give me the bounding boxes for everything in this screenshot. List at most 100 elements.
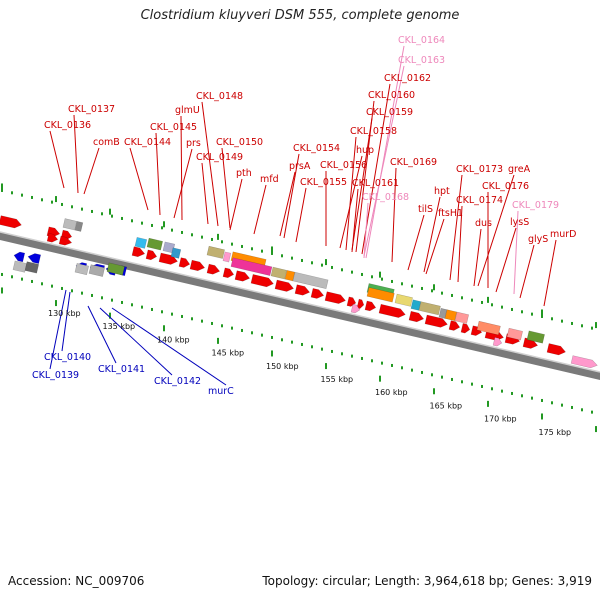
gene-label[interactable]: CKL_0140 — [44, 352, 91, 363]
forward-cds-arrow — [424, 314, 448, 328]
misc-feature-block — [454, 311, 470, 324]
label-leader-line — [495, 227, 517, 293]
gene-label[interactable]: CKL_0163 — [398, 55, 445, 66]
gene-label[interactable]: CKL_0176 — [482, 181, 529, 192]
misc-feature-block — [74, 263, 90, 276]
label-leader-line — [351, 117, 373, 251]
accession-text: Accession: NC_009706 — [8, 574, 145, 588]
label-leader-line — [339, 155, 363, 249]
label-leader-line — [201, 101, 219, 227]
forward-cds-arrow — [234, 270, 251, 282]
forward-cds-arrow — [378, 303, 406, 318]
gene-label[interactable]: glmU — [175, 105, 200, 116]
scale-label: 160 kbp — [375, 388, 408, 397]
misc-feature-block — [146, 237, 163, 251]
label-leader-line — [425, 218, 445, 275]
forward-cds-arrow — [310, 288, 325, 299]
gene-label[interactable]: CKL_0142 — [154, 376, 201, 387]
forward-cds-arrow — [364, 300, 377, 312]
label-leader-line — [173, 148, 193, 219]
forward-cds-arrow — [178, 257, 191, 268]
label-leader-line — [201, 162, 209, 225]
misc-feature-block — [62, 218, 78, 231]
misc-feature-block — [106, 262, 125, 276]
label-leader-line — [83, 147, 100, 195]
gene-label[interactable]: CKL_0136 — [44, 120, 91, 131]
misc-feature-block — [12, 260, 28, 273]
gene-label[interactable]: hpt — [434, 186, 450, 197]
reverse-cds-arrow — [13, 251, 26, 263]
gene-label[interactable]: CKL_0159 — [366, 107, 413, 118]
misc-feature-block — [24, 261, 40, 274]
gene-label[interactable]: CKL_0149 — [196, 152, 243, 163]
forward-cds-arrow — [46, 233, 59, 243]
forward-cds-arrow — [274, 279, 294, 292]
label-leader-line — [519, 244, 535, 299]
gene-label[interactable]: tilS — [418, 204, 433, 215]
gene-label[interactable]: CKL_0144 — [124, 137, 171, 148]
gene-label[interactable]: murC — [208, 386, 234, 397]
gene-label[interactable]: pth — [236, 168, 252, 179]
label-leader-line — [295, 187, 307, 243]
gene-label[interactable]: CKL_0164 — [398, 35, 445, 46]
gene-label[interactable]: murD — [550, 229, 577, 240]
gene-label[interactable]: CKL_0141 — [98, 364, 145, 375]
gene-label[interactable]: prs — [186, 138, 201, 149]
scale-label: 140 kbp — [157, 335, 190, 344]
gene-label[interactable]: CKL_0154 — [293, 143, 340, 154]
gene-label[interactable]: CKL_0169 — [390, 157, 437, 168]
gene-label[interactable]: hup — [356, 145, 374, 156]
label-leader-line — [407, 214, 425, 271]
gene-label[interactable]: CKL_0155 — [300, 177, 347, 188]
gene-label[interactable]: CKL_0139 — [32, 370, 79, 381]
label-leader-line — [345, 136, 357, 251]
gene-label[interactable]: CKL_0173 — [456, 164, 503, 175]
gene-label[interactable]: CKL_0145 — [150, 122, 197, 133]
gene-label[interactable]: greA — [508, 164, 531, 175]
label-leader-line — [221, 147, 231, 229]
gene-label[interactable]: CKL_0150 — [216, 137, 263, 148]
forward-cds-arrow — [294, 284, 311, 296]
label-leader-line — [449, 174, 463, 281]
gene-label[interactable]: CKL_0158 — [350, 126, 397, 137]
label-leader-lines — [49, 45, 557, 386]
forward-cds-arrow — [189, 259, 206, 272]
gene-label[interactable]: prsA — [289, 161, 311, 172]
label-leader-line — [363, 202, 369, 259]
map-title: Clostridium kluyveri DSM 555, complete g… — [140, 8, 460, 23]
gene-label[interactable]: mfd — [260, 174, 279, 185]
gene-label[interactable]: lysS — [510, 217, 529, 228]
gene-label[interactable]: CKL_0148 — [196, 91, 243, 102]
gene-label[interactable]: comB — [93, 137, 120, 148]
label-leader-line — [111, 307, 227, 386]
scale-label: 155 kbp — [321, 375, 354, 384]
gene-label[interactable]: CKL_0161 — [352, 178, 399, 189]
gene-label[interactable]: CKL_0168 — [362, 192, 409, 203]
label-leader-line — [180, 115, 183, 221]
scale-label: 150 kbp — [266, 362, 299, 371]
scale-label: 170 kbp — [484, 415, 517, 424]
forward-cds-arrow — [460, 323, 471, 334]
forward-cds-arrow — [324, 291, 346, 304]
label-leader-line — [351, 188, 359, 253]
label-leader-line — [61, 291, 71, 352]
misc-feature-block — [438, 307, 448, 319]
gene-label[interactable]: CKL_0162 — [384, 73, 431, 84]
forward-cds-arrow — [408, 310, 425, 323]
gene-label[interactable]: ftsH1 — [438, 208, 463, 219]
gene-label[interactable]: dus — [475, 218, 492, 229]
misc-feature-block — [410, 299, 422, 311]
gene-label[interactable]: CKL_0179 — [512, 200, 559, 211]
gene-label[interactable]: CKL_0160 — [368, 90, 415, 101]
misc-feature-block — [134, 237, 148, 249]
label-leader-line — [155, 132, 161, 216]
forward-cds-arrow — [470, 325, 483, 336]
gene-label[interactable]: CKL_0156 — [320, 160, 367, 171]
gene-label[interactable]: CKL_0137 — [68, 104, 115, 115]
pseudo-gene-arrow — [492, 337, 503, 347]
forward-cds-arrow — [206, 263, 221, 275]
gene-label[interactable]: CKL_0174 — [456, 195, 503, 206]
forward-cds-arrow — [158, 252, 178, 265]
gene-label[interactable]: glyS — [528, 234, 548, 245]
